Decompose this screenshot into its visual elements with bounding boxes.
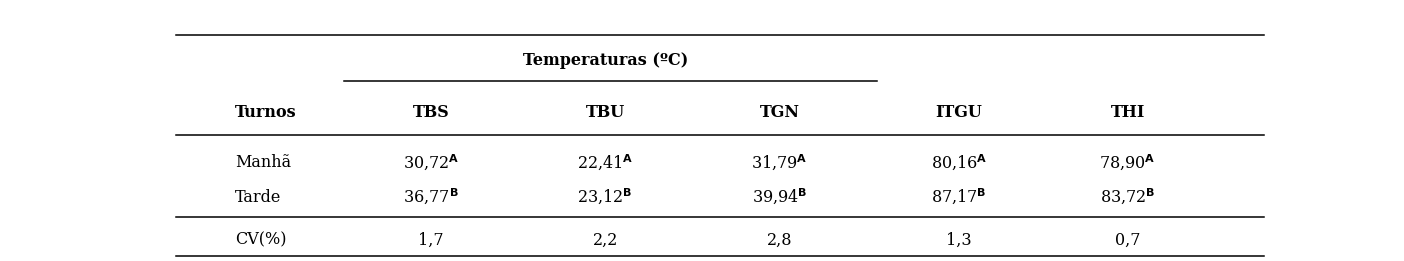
Text: Manhã: Manhã	[236, 155, 292, 171]
Text: Turnos: Turnos	[236, 104, 298, 121]
Text: 2,2: 2,2	[592, 232, 618, 249]
Text: Temperaturas (ºC): Temperaturas (ºC)	[522, 52, 688, 69]
Text: TBS: TBS	[413, 104, 449, 121]
Text: 22,41$^{\mathbf{A}}$: 22,41$^{\mathbf{A}}$	[577, 153, 633, 173]
Text: 31,79$^{\mathbf{A}}$: 31,79$^{\mathbf{A}}$	[751, 153, 807, 173]
Text: TGN: TGN	[760, 104, 799, 121]
Text: 36,77$^{\mathbf{B}}$: 36,77$^{\mathbf{B}}$	[403, 187, 459, 207]
Text: 1,3: 1,3	[946, 232, 972, 249]
Text: TBU: TBU	[585, 104, 625, 121]
Text: THI: THI	[1111, 104, 1144, 121]
Text: 23,12$^{\mathbf{B}}$: 23,12$^{\mathbf{B}}$	[577, 187, 633, 207]
Text: Tarde: Tarde	[236, 189, 282, 206]
Text: 39,94$^{\mathbf{B}}$: 39,94$^{\mathbf{B}}$	[751, 187, 807, 207]
Text: 1,7: 1,7	[418, 232, 444, 249]
Text: 0,7: 0,7	[1115, 232, 1140, 249]
Text: 78,90$^{\mathbf{A}}$: 78,90$^{\mathbf{A}}$	[1099, 153, 1155, 173]
Text: 30,72$^{\mathbf{A}}$: 30,72$^{\mathbf{A}}$	[403, 153, 459, 173]
Text: 2,8: 2,8	[767, 232, 792, 249]
Text: 87,17$^{\mathbf{B}}$: 87,17$^{\mathbf{B}}$	[931, 187, 987, 207]
Text: 80,16$^{\mathbf{A}}$: 80,16$^{\mathbf{A}}$	[931, 153, 987, 173]
Text: CV(%): CV(%)	[236, 232, 286, 249]
Text: ITGU: ITGU	[935, 104, 983, 121]
Text: 83,72$^{\mathbf{B}}$: 83,72$^{\mathbf{B}}$	[1099, 187, 1155, 207]
